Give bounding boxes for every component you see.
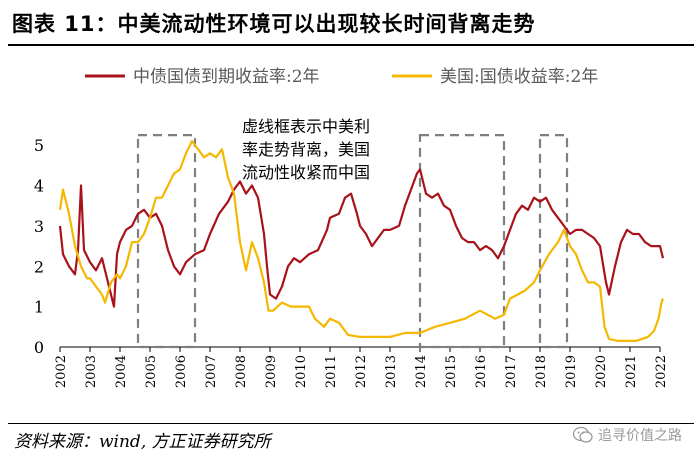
x-tick-label: 2021 [624,355,639,388]
source-divider [8,423,694,424]
y-tick-label: 0 [34,338,44,357]
y-tick-label: 4 [34,177,44,196]
x-tick-label: 2020 [594,355,609,388]
source-note: 资料来源：wind, 方正证券研究所 [14,432,271,452]
x-tick-label: 2017 [504,355,519,388]
x-tick-label: 2002 [54,355,69,388]
x-tick-label: 2003 [84,355,99,388]
legend-label: 美国:国债收益率:2年 [440,67,598,87]
y-tick-label: 5 [34,136,44,155]
annotation-text: 虚线框表示中美利 [242,117,370,136]
x-tick-label: 2008 [234,355,249,388]
divergence-highlight-box [418,133,506,349]
annotation-text: 率走势背离，美国 [242,140,370,159]
legend-label: 中债国债到期收益率:2年 [133,67,320,87]
x-tick-label: 2009 [264,355,279,388]
title-divider [8,44,694,46]
x-tick-label: 2006 [174,355,189,388]
y-tick-label: 2 [34,257,44,276]
x-tick-label: 2022 [654,355,669,388]
chart-svg: 0 1 2 3 4 5 2002 2003 2004 2005 2006 2007 2008 2009 20… [34,67,669,388]
watermark: 追寻价值之路 [573,425,682,445]
page-title: 图表 11：中美流动性环境可以出现较长时间背离走势 [12,12,536,36]
x-tick-label: 2010 [294,355,309,388]
y-tick-label: 3 [34,217,44,236]
annotation-text: 流动性收紧而中国 [242,163,370,182]
x-tick-label: 2018 [534,355,549,388]
series-line-china-2y [58,168,665,308]
x-tick-label: 2012 [354,355,369,388]
x-tick-label: 2014 [414,355,429,388]
x-tick-label: 2013 [384,355,399,388]
chart: 0 1 2 3 4 5 2002 2003 2004 2005 2006 2007 2008 2009 20… [0,50,700,420]
x-tick-label: 2019 [564,355,579,388]
x-tick-label: 2016 [474,355,489,388]
wechat-icon [573,426,593,443]
y-tick-label: 1 [34,298,44,317]
x-tick-label: 2011 [324,355,339,388]
divergence-highlight-box [538,133,569,349]
watermark-text: 追寻价值之路 [598,428,682,444]
x-tick-label: 2015 [444,355,459,388]
series-line-us-2y [58,140,665,342]
x-tick-label: 2005 [144,355,159,388]
x-tick-label: 2007 [204,355,219,388]
x-tick-label: 2004 [114,355,129,388]
